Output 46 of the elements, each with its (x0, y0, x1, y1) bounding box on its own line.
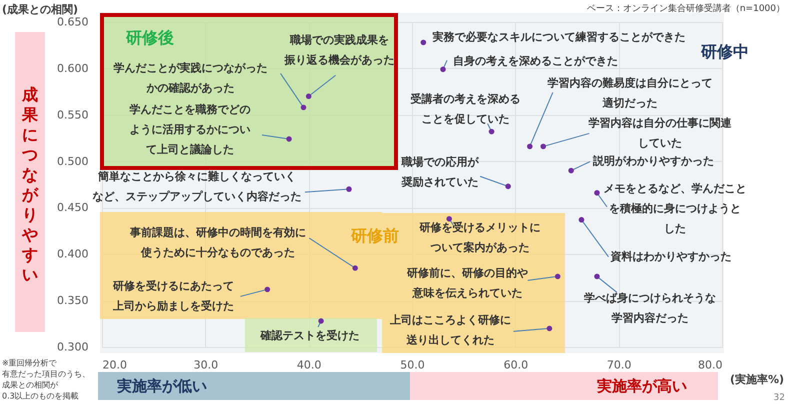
text: 成果につながりやすい (22, 85, 38, 284)
y-tick-label: 0.350 (57, 294, 88, 308)
annotation: 研修前 (350, 226, 399, 245)
text: 実施率が高い (596, 377, 687, 395)
y-axis-title: (成果との相関) (2, 3, 78, 16)
annotation: 研修中 (700, 42, 749, 61)
x-tick-label: 80.0 (698, 358, 722, 372)
y-tick-label: 0.650 (57, 16, 88, 28)
text: 32 (774, 393, 785, 403)
x-tick-label: 70.0 (606, 358, 632, 372)
x-tick-label: 60.0 (504, 358, 528, 372)
annotation: 上司はこころよく研修に送り出してくれた (388, 313, 511, 346)
annotation: 学習内容の難易度は自分にとって適切だった (547, 76, 712, 110)
annotation: 自身の考えを深めることができた (453, 54, 618, 68)
annotation: 資料はわかりやすかった (609, 250, 732, 263)
annotation: 学べば身につけられそうな学習内容だった (584, 291, 716, 324)
text: ベース：オンライン集合研修受講者（n=1000） (586, 3, 785, 14)
annotation: 研修を受けるにあたって上司から励ましを受けた (112, 279, 234, 312)
annotation: 職場での応用が奨励されていた (400, 155, 480, 188)
text: ※重回帰分析で有意だった項目のうち、成果との相関が0.3以上のものを掲載 (2, 358, 90, 400)
y-tick-label: 0.300 (57, 340, 88, 354)
annotation: 学んだことが実践につながったかの確認があった (114, 61, 268, 94)
annotation: 簡単なことから徐々に難しくなっていくなど、ステップアップしていく内容だった (92, 170, 302, 204)
x-tick-label: 30.0 (194, 358, 218, 372)
annotation: 事前課題は、研修中の時間を有効に使うために十分なものであった (129, 226, 306, 260)
y-tick-label: 0.500 (57, 154, 88, 168)
annotation: 学習内容は自分の仕事に関連していた (588, 116, 733, 150)
annotation: メモをとるなど、学んだことを積極的に身につけようとした (603, 182, 746, 235)
x-tick-label: 20.0 (102, 358, 127, 372)
annotation: 実務で必要なスキルについて練習することができた (431, 30, 686, 44)
x-tick-label: 50.0 (400, 358, 425, 372)
text: 実施率が低い (116, 377, 207, 395)
y-tick-label: 0.400 (57, 248, 88, 261)
annotation: 確認テストを受けた (260, 329, 360, 342)
x-axis-title: (実施率%) (730, 373, 784, 386)
y-tick-label: 0.600 (57, 62, 88, 75)
annotation: 研修後 (125, 28, 174, 47)
x-tick-label: 40.0 (296, 358, 322, 372)
annotation: 職場での実践成果を振り返る機会があった (284, 33, 395, 66)
annotation: 研修前に、研修の目的や意味を伝えられていた (406, 266, 528, 300)
annotation: 受講者の考えを深めることを促していた (410, 92, 521, 126)
y-tick-label: 0.550 (57, 108, 88, 122)
annotation: 学んだことを職務でどのように活用するかについて上司と議論した (130, 103, 251, 156)
annotation: 説明がわかりやすかった (592, 154, 714, 168)
annotation: 研修を受けるメリットについて案内があった (418, 220, 541, 254)
y-tick-label: 0.450 (57, 201, 88, 214)
